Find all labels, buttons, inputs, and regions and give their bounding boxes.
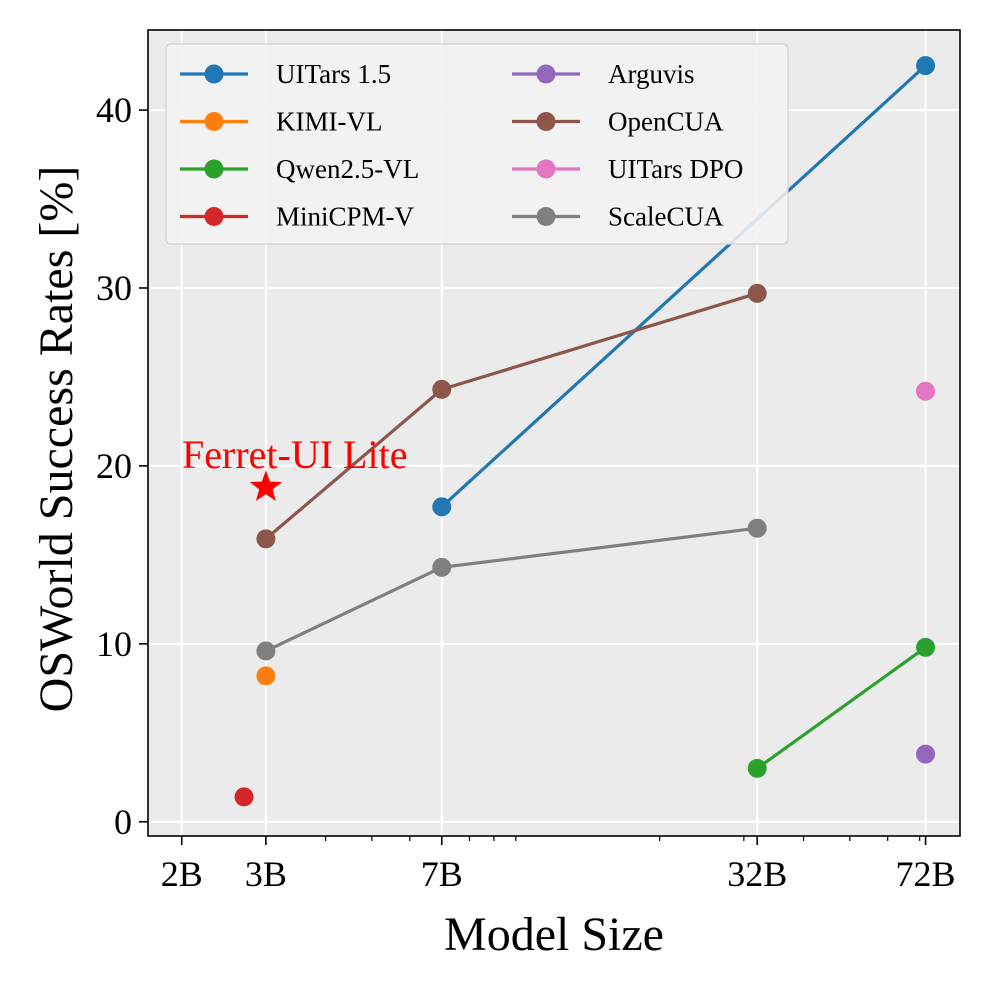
data-point [747, 518, 767, 538]
data-point [432, 497, 452, 517]
legend: UITars 1.5 KIMI-VL Qwen2.5-VL MiniCPM-V Argu… [165, 43, 789, 245]
series-line [755, 645, 928, 771]
series-opencua [256, 283, 767, 549]
data-point [234, 787, 254, 807]
data-point [256, 666, 276, 686]
ticks: 2B 3B 7B 32B 72B 0 10 20 30 40 [96, 90, 956, 894]
star-marker [249, 470, 283, 501]
legend-label: UITars 1.5 [276, 59, 391, 89]
data-point [747, 283, 767, 303]
y-tick-label: 40 [96, 90, 132, 130]
series-kimi-vl [256, 666, 276, 686]
legend-item: OpenCUA [512, 107, 724, 137]
x-tick-label: 2B [161, 854, 203, 894]
legend-marker [204, 64, 224, 84]
legend-item: MiniCPM-V [180, 202, 415, 232]
legend-item: UITars DPO [512, 154, 743, 184]
legend-marker [536, 112, 556, 131]
annotation-group: Ferret-UI Lite [182, 432, 407, 501]
x-tick-label: 32B [727, 854, 787, 894]
legend-item: Qwen2.5-VL [180, 154, 419, 184]
legend-marker [536, 64, 556, 84]
y-tick-label: 10 [96, 624, 132, 664]
x-tick-label: 3B [245, 854, 287, 894]
plot-frame [147, 29, 961, 837]
data-point [916, 381, 936, 401]
legend-marker [536, 207, 556, 226]
annotation-label: Ferret-UI Lite [182, 432, 407, 477]
legend-marker [204, 207, 224, 226]
legend-label: UITars DPO [608, 154, 743, 184]
data-point [256, 641, 276, 661]
series-scalecua [256, 518, 767, 661]
legend-box [165, 43, 789, 245]
y-tick-label: 20 [96, 446, 132, 486]
data-point [256, 529, 276, 549]
x-axis-title: Model Size [444, 908, 664, 961]
data-point [432, 557, 452, 577]
legend-item: Arguvis [512, 59, 695, 89]
y-tick-label: 0 [114, 802, 132, 842]
legend-item: UITars 1.5 [180, 59, 391, 89]
data-point [916, 637, 936, 657]
series-group [234, 56, 936, 807]
series-minicpm-v [234, 787, 254, 807]
legend-marker [204, 159, 224, 179]
legend-label: Qwen2.5-VL [276, 154, 419, 184]
data-point [916, 56, 936, 76]
series-uitars-dpo [916, 381, 936, 401]
x-tick-label: 7B [421, 854, 463, 894]
legend-label: OpenCUA [608, 107, 724, 137]
series-line [440, 63, 928, 509]
y-axis-title: OSWorld Success Rates [%] [30, 166, 83, 713]
legend-item: ScaleCUA [512, 202, 724, 232]
legend-item: KIMI-VL [180, 107, 382, 137]
x-tick-label: 72B [896, 854, 956, 894]
series-arguvis [916, 744, 936, 764]
data-point [432, 379, 452, 399]
legend-marker [536, 159, 556, 179]
legend-label: KIMI-VL [276, 107, 382, 137]
series-qwen2-5-vl [747, 637, 936, 778]
legend-label: ScaleCUA [608, 202, 724, 232]
legend-marker [204, 112, 224, 131]
data-point [916, 744, 936, 764]
data-point [747, 758, 767, 778]
legend-label: Arguvis [608, 59, 695, 89]
y-tick-label: 30 [96, 268, 132, 308]
legend-label: MiniCPM-V [276, 202, 415, 232]
series-uitars-1-5 [432, 56, 936, 517]
